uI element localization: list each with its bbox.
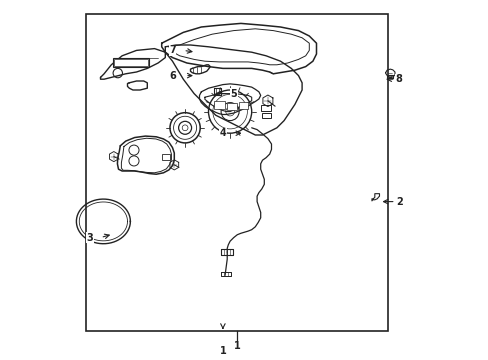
- Text: 8: 8: [395, 74, 402, 84]
- Bar: [260, 105, 270, 111]
- Bar: [86, 14, 387, 331]
- Circle shape: [182, 125, 187, 131]
- Text: 7: 7: [169, 45, 176, 55]
- Bar: [113, 58, 149, 67]
- Text: 3: 3: [86, 233, 93, 243]
- Text: 6: 6: [169, 71, 176, 81]
- Text: 1: 1: [233, 341, 240, 351]
- Bar: [114, 59, 148, 66]
- Text: 2: 2: [395, 197, 402, 207]
- Bar: [238, 102, 247, 109]
- Bar: [227, 103, 237, 110]
- Text: 1: 1: [219, 346, 226, 356]
- Text: 5: 5: [230, 89, 237, 99]
- Bar: [261, 113, 270, 118]
- Bar: [213, 101, 225, 109]
- Bar: [162, 154, 169, 160]
- Text: 4: 4: [219, 128, 226, 138]
